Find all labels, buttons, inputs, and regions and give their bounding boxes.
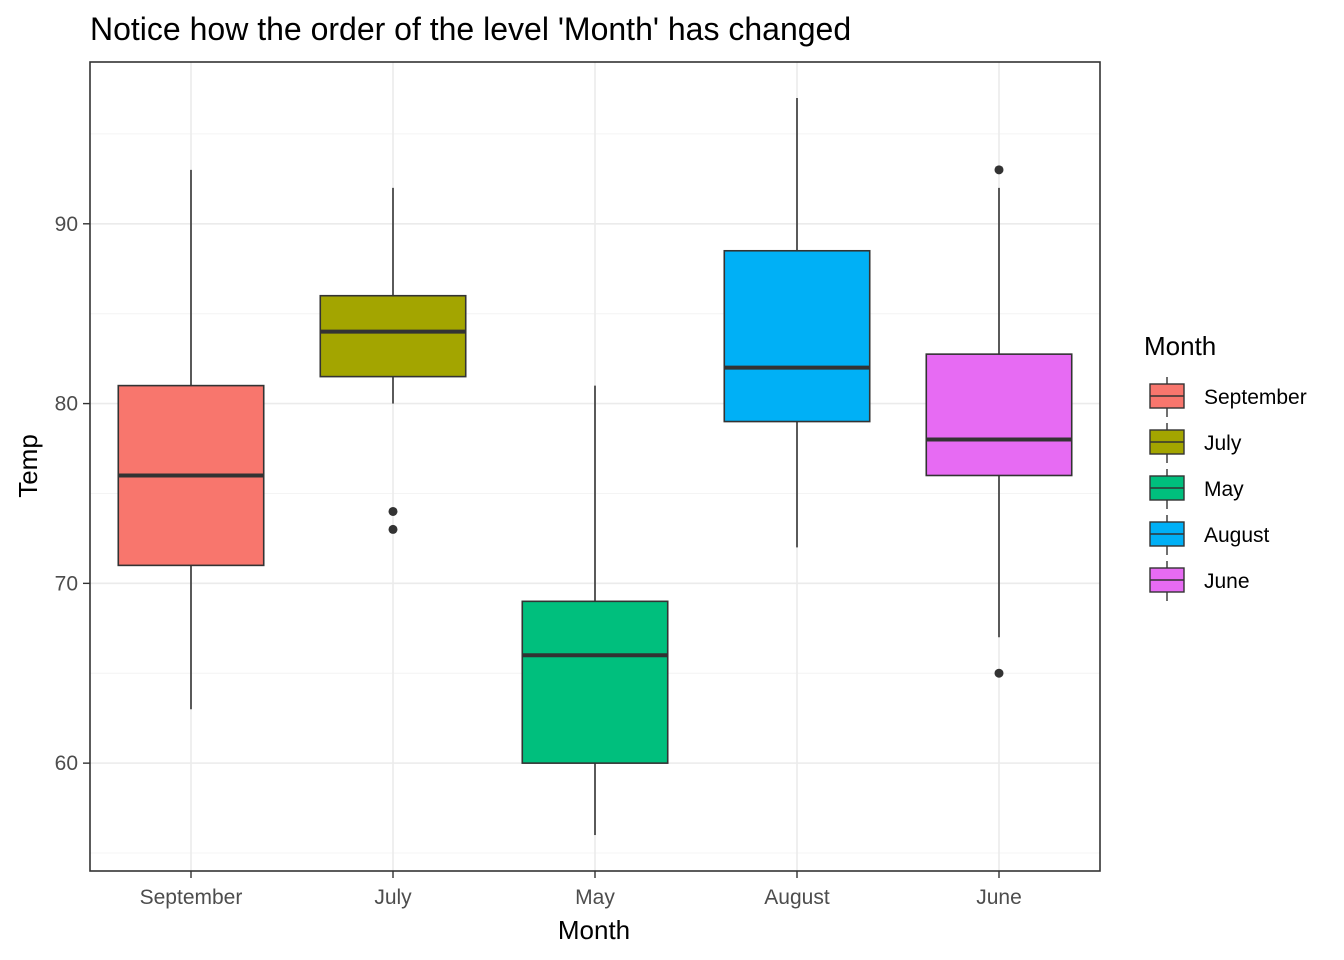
box-body [925, 353, 1073, 477]
outlier-point [994, 668, 1004, 678]
legend-label: September [1204, 386, 1307, 409]
legend-label: May [1204, 478, 1244, 501]
legend-label: June [1204, 570, 1250, 593]
legend-item-may: May [1149, 469, 1244, 509]
y-tick-label: 70 [55, 572, 78, 595]
outlier-point [388, 506, 398, 516]
y-axis-title: Temp [13, 434, 43, 498]
x-tick-label: August [764, 886, 830, 909]
box-body [723, 249, 871, 423]
box-body [319, 294, 467, 378]
legend-label: July [1204, 432, 1242, 455]
x-tick-label: September [140, 886, 243, 909]
y-axis: 60 70 80 90 [55, 213, 90, 775]
box-body [521, 600, 669, 764]
outlier-point [388, 524, 398, 534]
x-axis-title: Month [558, 915, 630, 945]
box-june [925, 165, 1073, 678]
boxes [117, 97, 1073, 836]
y-tick-label: 80 [55, 393, 78, 416]
y-tick-label: 90 [55, 213, 78, 236]
box-september [117, 169, 265, 710]
chart-title: Notice how the order of the level 'Month… [90, 11, 851, 47]
x-tick-label: May [575, 886, 615, 909]
legend: Month September July May August June [1144, 331, 1307, 601]
legend-title: Month [1144, 331, 1216, 361]
box-may [521, 385, 669, 836]
legend-label: August [1204, 524, 1270, 547]
legend-item-august: August [1149, 515, 1270, 555]
legend-item-june: June [1149, 561, 1250, 601]
outlier-point [994, 165, 1004, 175]
y-tick-label: 60 [55, 752, 78, 775]
x-axis: September July May August June [140, 871, 1022, 909]
legend-item-september: September [1149, 377, 1307, 417]
x-tick-label: June [976, 886, 1022, 909]
box-august [723, 97, 871, 548]
box-july [319, 187, 467, 534]
legend-item-july: July [1149, 423, 1242, 463]
x-tick-label: July [374, 886, 412, 909]
